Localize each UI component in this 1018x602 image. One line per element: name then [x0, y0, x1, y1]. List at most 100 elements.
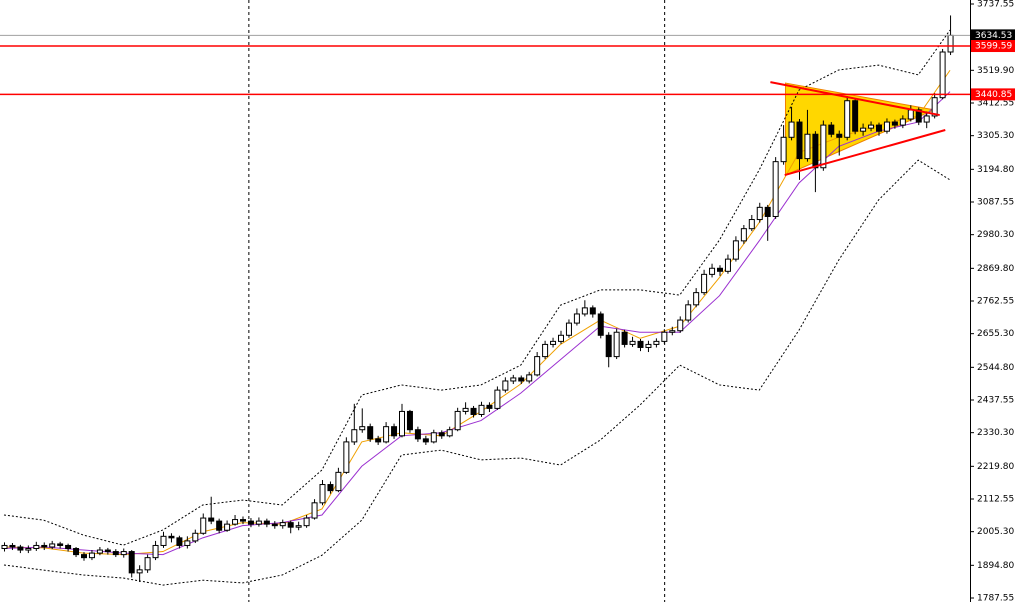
candle-body [41, 544, 48, 548]
candle-body [104, 549, 111, 553]
candle-body [899, 118, 906, 126]
y-tick-label: 3305.30 [977, 131, 1014, 141]
candle-body [216, 520, 223, 531]
candle-body [112, 551, 119, 556]
candle-body [192, 532, 199, 542]
candle-body [399, 410, 405, 437]
candle-body [891, 121, 898, 126]
y-tick-label: 2330.30 [977, 428, 1014, 438]
candle-body [224, 523, 231, 531]
candle-body [518, 377, 525, 382]
candle-body [780, 136, 787, 163]
candle-body [136, 569, 143, 574]
candle-body [629, 340, 636, 345]
candle-body [287, 522, 294, 528]
candle-body [144, 557, 151, 571]
candle-body [756, 206, 763, 221]
candle-body [534, 356, 541, 376]
candle-body [860, 127, 867, 132]
y-tick-label: 2869.80 [977, 264, 1014, 274]
candle-body [367, 426, 374, 440]
candle-body [772, 161, 779, 217]
candle-body [852, 100, 859, 132]
candle-body [637, 340, 644, 348]
moving-average [3, 91, 951, 556]
candle-body [184, 540, 191, 546]
candle-body [844, 100, 851, 138]
candle-body [255, 520, 262, 525]
candle-body [351, 429, 358, 443]
candle-body [176, 537, 183, 546]
y-tick-label: 2655.30 [977, 329, 1014, 339]
candle-body [915, 109, 922, 123]
candle-body [406, 410, 413, 431]
candle-body [9, 544, 16, 548]
candle-body [717, 267, 723, 272]
candle-body [931, 97, 938, 117]
candle-body [263, 520, 270, 525]
candle-body [303, 517, 310, 527]
candle-body [33, 544, 40, 550]
candle-body [740, 228, 747, 242]
candle-body [271, 523, 278, 527]
candle-body [359, 426, 366, 431]
candle-body [160, 535, 167, 546]
candle-body [73, 548, 80, 556]
candle-body [947, 34, 954, 53]
candle-body [661, 331, 668, 342]
candle-body [605, 334, 612, 358]
price-tag-label: 3440.85 [975, 90, 1012, 100]
candle-body [391, 426, 398, 437]
price-tag [971, 40, 1015, 53]
candle-body [724, 258, 731, 272]
candle-body [685, 304, 692, 321]
candle-body [621, 331, 628, 345]
candle-body [558, 334, 564, 342]
candle-body [693, 292, 700, 306]
candle-body [327, 484, 334, 492]
y-tick-label: 2005.30 [977, 527, 1014, 537]
candle-body [1, 544, 8, 550]
y-tick-label: 2544.80 [977, 363, 1014, 373]
candle-body [923, 115, 930, 123]
y-tick-label: 2112.55 [977, 494, 1014, 504]
y-tick-label: 2437.55 [977, 395, 1014, 405]
candle-body [279, 522, 286, 527]
y-tick-label: 2219.80 [977, 462, 1014, 472]
candle-body [907, 109, 914, 120]
price-tag-label: 3634.53 [975, 31, 1012, 41]
candle-body [120, 551, 127, 556]
candle-body [240, 519, 246, 522]
candle-body [335, 471, 342, 492]
candle-body [883, 121, 890, 132]
candle-body [462, 407, 469, 412]
candle-body [247, 520, 254, 525]
candle-body [128, 551, 135, 574]
candle-body [422, 438, 429, 443]
price-tag [971, 29, 1015, 42]
candle-body [645, 343, 652, 348]
candle-body [383, 426, 390, 443]
candle-body [669, 330, 676, 333]
candle-body [677, 319, 684, 332]
y-tick-label: 1787.55 [977, 593, 1014, 602]
bollinger-band [3, 29, 951, 546]
candle-body [565, 322, 572, 336]
candle-body [17, 546, 24, 551]
candle-body [542, 343, 549, 358]
candle-body [454, 410, 461, 431]
y-tick-label: 1894.80 [977, 561, 1014, 571]
candle-body [232, 519, 239, 525]
candle-body [764, 206, 771, 217]
y-tick-label: 3412.55 [977, 99, 1014, 109]
candle-body [49, 543, 56, 548]
candle-body [788, 121, 795, 138]
candle-body [343, 441, 350, 473]
candle-body [709, 267, 716, 275]
candle-body [478, 404, 485, 415]
candle-body [25, 548, 32, 551]
y-tick-label: 2980.30 [977, 230, 1014, 240]
